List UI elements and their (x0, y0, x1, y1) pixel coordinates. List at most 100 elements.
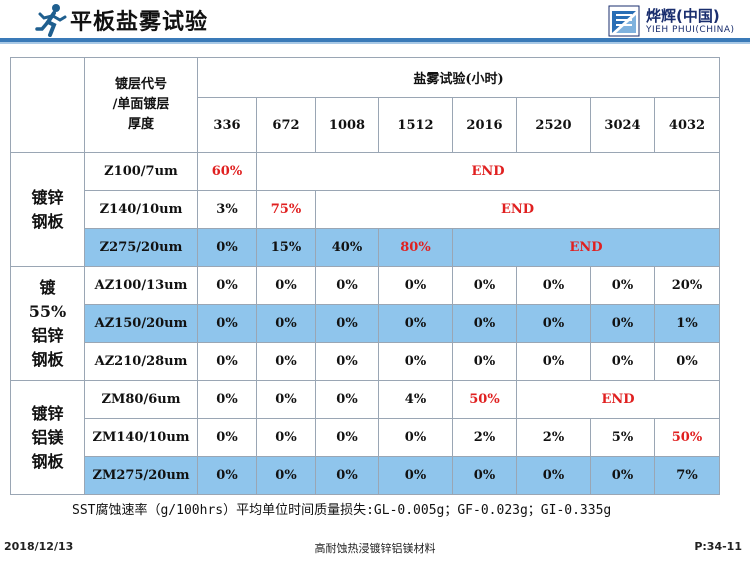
hour-header: 336 (197, 97, 257, 153)
table-row: Z275/20um 0% 15% 40% 80% END (11, 228, 720, 267)
coating-code: ZM80/6um (84, 380, 198, 419)
result-cell: 7% (654, 456, 720, 495)
result-cell: 5% (590, 418, 655, 457)
result-cell: 0% (452, 342, 517, 381)
header-rule (0, 38, 750, 42)
result-cell: 0% (452, 456, 517, 495)
group-label-line: 镀锌 (31, 403, 64, 423)
table-row: ZM275/20um 0% 0% 0% 0% 0% 0% 0% 7% (11, 456, 720, 495)
hour-header: 2016 (452, 97, 517, 153)
result-cell: 1% (654, 304, 720, 343)
result-cell: 0% (315, 266, 379, 305)
result-cell: 0% (590, 304, 655, 343)
coating-code-header-line: /单面镀层 (112, 97, 170, 112)
result-cell: 0% (197, 228, 257, 267)
group-label-line: 铝镁 (31, 427, 64, 447)
result-cell: 0% (256, 304, 316, 343)
blank-corner (10, 57, 85, 153)
result-cell: 3% (197, 190, 257, 229)
result-cell: 40% (315, 228, 379, 267)
end-cell: END (315, 190, 720, 229)
result-cell: 0% (516, 456, 591, 495)
result-cell: 0% (590, 342, 655, 381)
result-cell: 0% (197, 456, 257, 495)
result-cell: 0% (378, 456, 453, 495)
footer-date: 2018/12/13 (4, 540, 74, 553)
result-cell: 0% (256, 342, 316, 381)
group-label-line: 镀锌 (31, 187, 64, 207)
coating-code-header-line: 镀层代号 (114, 77, 167, 92)
result-cell: 50% (654, 418, 720, 457)
result-cell: 0% (452, 266, 517, 305)
result-cell: 15% (256, 228, 316, 267)
result-cell: 2% (516, 418, 591, 457)
logo-chinese-name: 烨辉(中国) (646, 7, 720, 25)
result-cell: 20% (654, 266, 720, 305)
result-cell: 0% (256, 418, 316, 457)
coating-code: AZ100/13um (84, 266, 198, 305)
table-row: AZ210/28um 0% 0% 0% 0% 0% 0% 0% 0% (11, 342, 720, 381)
result-cell: 75% (256, 190, 316, 229)
group-label-line: 镀 (39, 277, 56, 297)
page-title: 平板盐雾试验 (70, 10, 209, 35)
footer-page-number: P:34-11 (694, 540, 742, 553)
result-cell: 0% (197, 266, 257, 305)
result-cell: 0% (197, 380, 257, 419)
result-cell: 0% (315, 418, 379, 457)
group-label-galvalume: 镀 55% 铝锌 钢板 (10, 266, 85, 381)
result-cell: 0% (590, 266, 655, 305)
table-row: 镀锌 钢板 Z100/7um 60% END (10, 152, 720, 267)
group-label-line: 钢板 (31, 451, 64, 471)
table-row: Z140/10um 3% 75% END (11, 190, 720, 229)
coating-code: ZM140/10um (84, 418, 198, 457)
table-row: 镀 55% 铝锌 钢板 AZ100/13um 0% 0% 0% 0% 0% 0%… (10, 266, 720, 381)
company-logo: 烨辉(中国) YIEH PHUI(CHINA) (608, 3, 748, 39)
footer-subtitle: 高耐蚀热浸镀锌铝镁材料 (314, 542, 436, 555)
hour-header: 1008 (315, 97, 379, 153)
result-cell: 0% (516, 304, 591, 343)
coating-code-header: 镀层代号 /单面镀层 厚度 (84, 57, 198, 153)
table-row: AZ150/20um 0% 0% 0% 0% 0% 0% 0% 1% (11, 304, 720, 343)
hour-header: 672 (256, 97, 316, 153)
result-cell: 0% (315, 456, 379, 495)
result-cell: 0% (378, 342, 453, 381)
result-cell: 0% (256, 456, 316, 495)
coating-code: Z275/20um (84, 228, 198, 267)
logo-mark-icon (608, 5, 640, 37)
result-cell: 0% (197, 304, 257, 343)
group-label-zam: 镀锌 铝镁 钢板 (10, 380, 85, 495)
result-cell: 60% (197, 152, 257, 191)
sst-footnote: SST腐蚀速率（g/100hrs）平均单位时间质量损失:GL-0.005g；GF… (72, 503, 612, 518)
hour-header: 3024 (590, 97, 655, 153)
hour-header: 1512 (378, 97, 453, 153)
result-cell: 50% (452, 380, 517, 419)
result-cell: 0% (378, 266, 453, 305)
coating-code: Z140/10um (84, 190, 198, 229)
salt-spray-table: 镀层代号 /单面镀层 厚度 盐雾试验(小时) 336 672 1008 1512… (10, 57, 720, 495)
end-cell: END (452, 228, 720, 267)
runner-icon (35, 4, 67, 37)
logo-english-name: YIEH PHUI(CHINA) (646, 25, 735, 35)
result-cell: 0% (452, 304, 517, 343)
group-label-line: 钢板 (31, 211, 64, 231)
end-cell: END (256, 152, 720, 191)
group-label-line: 钢板 (31, 349, 64, 369)
header-rule-light (0, 42, 750, 44)
coating-code-header-line: 厚度 (127, 117, 154, 132)
result-cell: 0% (516, 342, 591, 381)
table-row: ZM140/10um 0% 0% 0% 0% 2% 2% 5% 50% (11, 418, 720, 457)
result-cell: 0% (516, 266, 591, 305)
coating-code: AZ150/20um (84, 304, 198, 343)
result-cell: 4% (378, 380, 453, 419)
hour-header: 4032 (654, 97, 720, 153)
group-label-line: 铝锌 (31, 325, 64, 345)
result-cell: 0% (315, 380, 379, 419)
end-cell: END (516, 380, 720, 419)
coating-code: ZM275/20um (84, 456, 198, 495)
result-cell: 0% (315, 342, 379, 381)
table-row: 镀锌 铝镁 钢板 ZM80/6um 0% 0% 0% 4% 50% END (10, 380, 720, 495)
result-cell: 0% (378, 304, 453, 343)
hour-header: 2520 (516, 97, 591, 153)
test-title-header: 盐雾试验(小时) (197, 57, 720, 98)
result-cell: 80% (378, 228, 453, 267)
